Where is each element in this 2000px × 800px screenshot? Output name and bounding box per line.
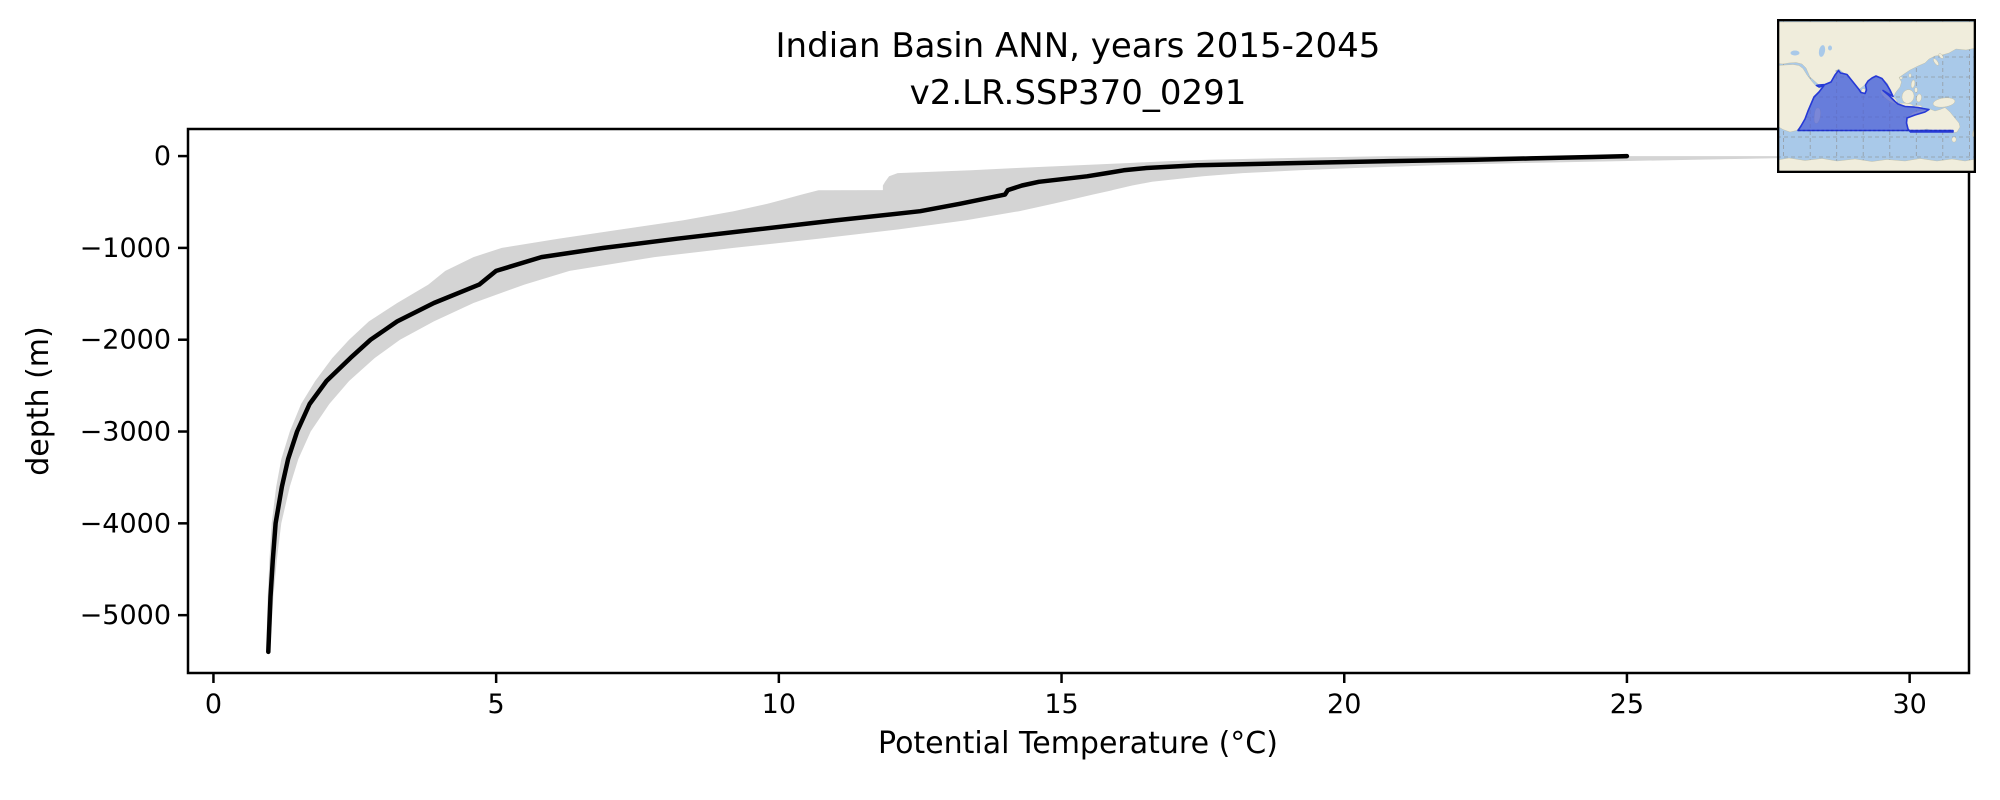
mean-temperature-line bbox=[266, 153, 1630, 655]
x-tick-label: 30 bbox=[1892, 689, 1926, 720]
x-tick-label: 15 bbox=[1044, 689, 1078, 720]
plot-title-line2: v2.LR.SSP370_0291 bbox=[910, 73, 1247, 113]
temperature-range-band bbox=[266, 156, 1865, 652]
x-tick-label: 20 bbox=[1327, 689, 1361, 720]
land-hainan bbox=[1899, 76, 1903, 80]
plot-title-line1: Indian Basin ANN, years 2015-2045 bbox=[776, 26, 1381, 66]
land-antarctica bbox=[1777, 157, 1976, 173]
y-tick-label: −3000 bbox=[80, 417, 171, 448]
land-taiwan bbox=[1908, 73, 1912, 78]
land-new-guinea bbox=[1932, 97, 1956, 108]
y-axis-label: depth (m) bbox=[21, 326, 56, 476]
x-tick-label: 0 bbox=[205, 689, 222, 720]
y-tick-label: 0 bbox=[154, 141, 171, 172]
sea-caspian bbox=[1818, 45, 1826, 57]
x-tick-label: 10 bbox=[762, 689, 796, 720]
x-tick-label: 5 bbox=[488, 689, 505, 720]
x-axis-ticks: 0 5 10 15 20 25 30 bbox=[205, 673, 1927, 720]
sea-black bbox=[1790, 50, 1800, 56]
land-tasmania bbox=[1951, 136, 1957, 143]
map-inland-seas bbox=[1790, 45, 1832, 57]
land-borneo bbox=[1901, 89, 1915, 104]
sea-aral bbox=[1828, 45, 1832, 51]
land-philippines bbox=[1910, 79, 1916, 89]
land-sulawesi bbox=[1916, 93, 1922, 103]
y-tick-label: −4000 bbox=[80, 508, 171, 539]
y-tick-label: −1000 bbox=[80, 233, 171, 264]
land-japan bbox=[1933, 58, 1939, 66]
indian-basin-highlight bbox=[1797, 69, 1954, 133]
land-philippines-south bbox=[1914, 87, 1918, 93]
x-tick-label: 25 bbox=[1610, 689, 1644, 720]
axes-frame bbox=[186, 127, 1971, 675]
map-border bbox=[1777, 19, 1976, 173]
y-tick-label: −5000 bbox=[80, 600, 171, 631]
basin-locator-map bbox=[1777, 19, 1976, 173]
land-japan-north bbox=[1938, 53, 1944, 59]
y-tick-label: −2000 bbox=[80, 325, 171, 356]
map-landmasses bbox=[1777, 21, 1976, 173]
y-axis-ticks: 0 −1000 −2000 −3000 −4000 −5000 bbox=[80, 141, 188, 631]
x-axis-label: Potential Temperature (°C) bbox=[878, 726, 1278, 761]
